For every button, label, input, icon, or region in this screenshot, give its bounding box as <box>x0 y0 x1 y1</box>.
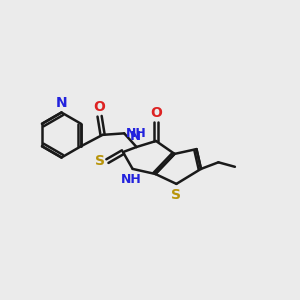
Text: O: O <box>150 106 162 120</box>
Text: NH: NH <box>121 173 142 186</box>
Text: S: S <box>95 154 105 168</box>
Text: N: N <box>129 130 141 143</box>
Text: O: O <box>94 100 106 114</box>
Text: N: N <box>56 96 67 110</box>
Text: S: S <box>171 188 182 202</box>
Text: NH: NH <box>126 127 146 140</box>
